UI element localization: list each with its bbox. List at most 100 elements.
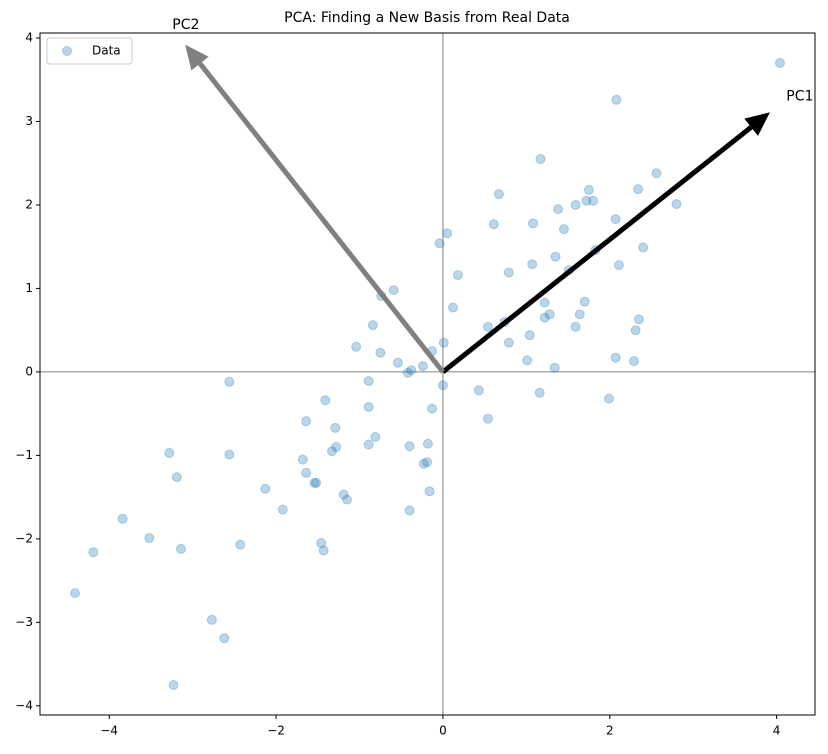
data-point: [363, 401, 374, 412]
data-point: [301, 416, 312, 427]
data-point: [522, 355, 533, 366]
x-tick-label: −4: [100, 724, 118, 738]
plot-frame: [39, 32, 816, 716]
data-point: [316, 538, 327, 549]
data-point: [388, 285, 399, 296]
y-tick-label: −4: [15, 698, 33, 712]
data-point: [224, 376, 235, 387]
data-point: [117, 513, 128, 524]
data-point: [370, 432, 381, 443]
data-point: [70, 588, 81, 599]
data-point: [583, 184, 594, 195]
arrow-label: PC2: [172, 17, 199, 33]
data-point: [437, 380, 448, 391]
data-point: [527, 259, 538, 270]
data-point: [338, 489, 349, 500]
y-tick-label: 3: [25, 114, 33, 128]
data-point: [330, 422, 341, 433]
data-point: [375, 347, 386, 358]
y-tick-label: 4: [25, 31, 33, 45]
data-point: [206, 614, 217, 625]
data-point: [144, 533, 155, 544]
data-point: [558, 224, 569, 235]
data-point: [318, 545, 329, 556]
data-point: [452, 270, 463, 281]
data-point: [579, 296, 590, 307]
y-tick-label: −1: [15, 448, 33, 462]
arrow-head: [185, 44, 209, 71]
data-point: [219, 633, 230, 644]
data-point: [473, 385, 484, 396]
data-point: [550, 251, 561, 262]
data-point: [570, 199, 581, 210]
data-point: [422, 457, 433, 468]
data-point: [570, 321, 581, 332]
data-point: [424, 486, 435, 497]
data-point: [260, 483, 271, 494]
data-point: [493, 189, 504, 200]
data-point: [628, 356, 639, 367]
data-point: [442, 228, 453, 239]
data-point: [638, 242, 649, 253]
arrow-label: PC1: [786, 89, 813, 105]
arrow-shaft: [441, 125, 753, 374]
data-point: [610, 214, 621, 225]
data-point: [434, 238, 445, 249]
data-point: [539, 312, 550, 323]
data-point: [363, 439, 374, 450]
data-point: [331, 442, 342, 453]
legend-box: [46, 37, 133, 65]
data-point: [363, 376, 374, 387]
x-tick-label: 0: [439, 724, 447, 738]
data-point: [224, 449, 235, 460]
data-point: [417, 361, 428, 372]
data-point: [311, 477, 322, 488]
data-point: [633, 314, 644, 325]
data-point: [418, 458, 429, 469]
data-point: [404, 505, 415, 516]
data-point: [351, 341, 362, 352]
data-point: [404, 441, 415, 452]
data-point: [320, 395, 331, 406]
data-point: [534, 387, 545, 398]
legend-marker: [62, 46, 72, 56]
data-point: [326, 446, 337, 457]
arrow-head: [744, 112, 770, 136]
data-point: [651, 168, 662, 179]
data-point: [671, 199, 682, 210]
data-point: [341, 494, 352, 505]
arrow: [441, 112, 770, 374]
y-tick-label: 0: [25, 364, 33, 378]
data-point: [277, 504, 288, 515]
data-point: [503, 337, 514, 348]
y-tick-label: 1: [25, 281, 33, 295]
x-tick-label: 4: [773, 724, 781, 738]
y-tick-label: 2: [25, 197, 33, 211]
y-tick-label: −2: [15, 531, 33, 545]
x-tick-label: 2: [606, 724, 614, 738]
arrow: [185, 44, 445, 374]
data-point: [164, 447, 175, 458]
data-point: [574, 309, 585, 320]
data-point: [603, 393, 614, 404]
data-point: [630, 325, 641, 336]
data-point: [611, 94, 622, 105]
data-point: [297, 454, 308, 465]
data-point: [581, 195, 592, 206]
data-point: [633, 184, 644, 195]
data-point: [235, 539, 246, 550]
data-point: [171, 472, 182, 483]
data-point: [367, 320, 378, 331]
data-point: [524, 330, 535, 341]
legend: Data: [46, 37, 133, 65]
data-point: [613, 260, 624, 271]
x-tick-label: −2: [267, 724, 285, 738]
data-point: [482, 321, 493, 332]
data-point: [774, 58, 785, 69]
data-point: [438, 337, 449, 348]
legend-label: Data: [92, 44, 121, 58]
data-point: [402, 367, 413, 378]
data-point: [553, 204, 564, 215]
data-point: [168, 679, 179, 690]
